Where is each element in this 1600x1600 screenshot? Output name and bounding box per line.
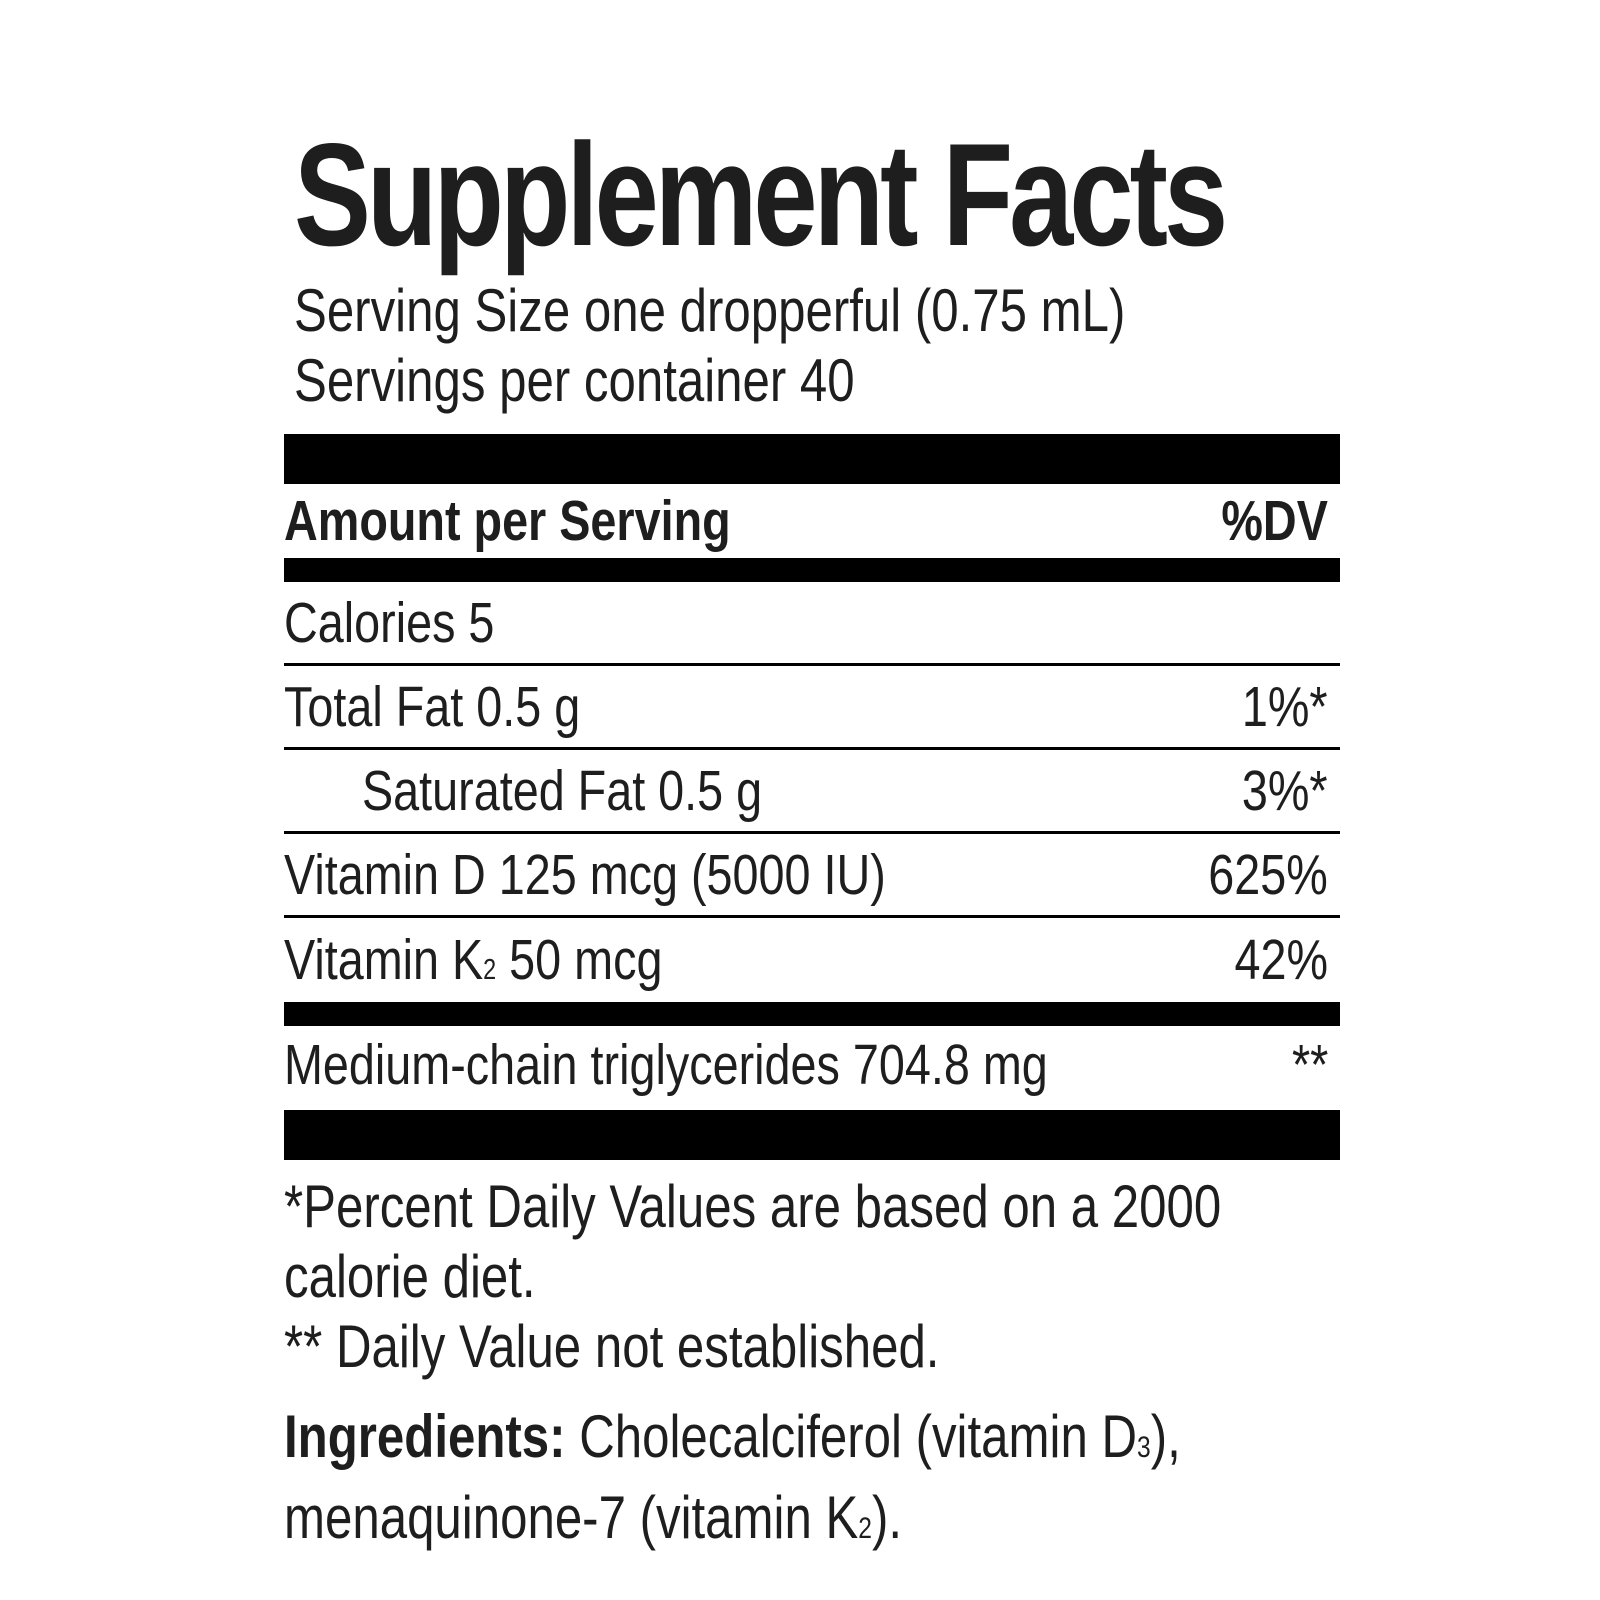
servings-per-container: Servings per container 40 [294,347,855,414]
ingredients-subscript-2: 2 [858,1512,872,1545]
divider-mid-mct [284,1002,1340,1026]
nutrient-dv: 3%* [1242,758,1328,823]
ingredients-text-2: ), [1150,1403,1181,1470]
nutrient-dv: 1%* [1242,674,1328,739]
nutrient-name: Calories 5 [284,590,495,655]
footnote-dv-line2: calorie diet. [284,1243,536,1310]
label-title: Supplement Facts [294,113,1228,276]
dv-header-label: %DV [1221,489,1328,553]
nutrient-name: Vitamin K2 50 mcg [284,927,662,993]
ingredients-text-4: ). [871,1484,903,1551]
nutrient-dv: ** [1291,1033,1328,1097]
nutrient-name: Total Fat 0.5 g [284,674,581,739]
divider-thick-bottom [284,1110,1340,1160]
ingredients-text-1: Cholecalciferol (vitamin D [565,1403,1138,1470]
footnote-not-established: ** Daily Value not established. [284,1313,940,1380]
amount-per-serving-label: Amount per Serving [284,489,731,553]
ingredients-block: Ingredients: Cholecalciferol (vitamin D3… [284,1402,1340,1564]
divider-thick-top [284,434,1340,484]
serving-size: Serving Size one dropperful (0.75 mL) [294,277,1126,344]
nutrient-dv: 42% [1234,928,1328,992]
nutrient-name: Medium-chain triglycerides 704.8 mg [284,1033,1048,1097]
ingredients-label: Ingredients: [284,1403,566,1470]
nutrient-name: Vitamin D 125 mcg (5000 IU) [284,842,886,907]
nutrient-row-vitamin-d: Vitamin D 125 mcg (5000 IU) 625% [284,834,1340,918]
nutrient-row-vitamin-k2: Vitamin K2 50 mcg 42% [284,918,1340,1002]
nutrient-name-subscript: 2 [483,954,497,986]
ingredients-subscript-1: 3 [1137,1431,1151,1464]
nutrient-name-suffix: 50 mcg [496,928,663,992]
amount-header-row: Amount per Serving %DV [284,484,1340,558]
ingredients-line1: Ingredients: Cholecalciferol (vitamin D3… [284,1402,1181,1483]
nutrient-row-calories: Calories 5 [284,582,1340,666]
nutrient-row-saturated-fat: Saturated Fat 0.5 g 3%* [284,750,1340,834]
nutrient-name: Saturated Fat 0.5 g [362,758,763,823]
ingredients-text-3: menaquinone-7 (vitamin K [284,1484,859,1551]
ingredients-line2: menaquinone-7 (vitamin K2). [284,1483,1150,1564]
divider-mid-header [284,558,1340,582]
footnotes: *Percent Daily Values are based on a 200… [284,1172,1340,1382]
supplement-facts-label: Supplement Facts Serving Size one droppe… [284,120,1340,1564]
nutrient-name-prefix: Vitamin K [284,928,484,992]
nutrient-row-total-fat: Total Fat 0.5 g 1%* [284,666,1340,750]
nutrient-row-mct: Medium-chain triglycerides 704.8 mg ** [284,1026,1340,1104]
footnote-dv-line1: *Percent Daily Values are based on a 200… [284,1173,1222,1240]
nutrient-dv: 625% [1208,842,1328,907]
